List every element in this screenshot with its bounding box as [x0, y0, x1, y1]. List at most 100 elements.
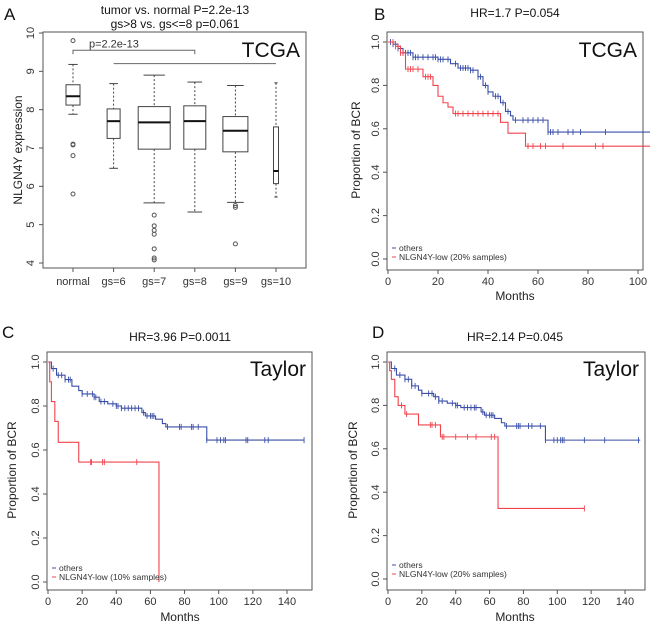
outlier-point — [232, 241, 238, 247]
y-tick-label: 6 — [25, 183, 37, 189]
cohort-label: TCGA — [579, 39, 637, 62]
x-tick-label: 80 — [517, 596, 529, 608]
y-tick-label: 0.2 — [370, 208, 382, 223]
x-tick-label: normal — [56, 276, 90, 288]
y-tick-label: 7 — [25, 145, 37, 151]
survival-curve — [388, 361, 585, 510]
chart-title: HR=2.14 P=0.045 — [467, 330, 563, 344]
y-tick-label: 0.6 — [370, 441, 382, 456]
series-low — [388, 39, 650, 150]
outlier-point — [151, 223, 157, 229]
y-tick-label: 1.0 — [370, 354, 382, 369]
y-tick-label: 4 — [25, 260, 37, 266]
significance-bracket — [72, 49, 196, 55]
legend-label: NLGN4Y-low (20% samples) — [399, 252, 507, 262]
y-axis-label: Proportion of BCR — [5, 421, 19, 519]
y-tick-label: 0.0 — [30, 574, 42, 589]
outlier-point — [151, 231, 157, 237]
x-tick-label: 0 — [385, 596, 391, 608]
x-tick-label: gs=6 — [102, 276, 126, 288]
y-tick-label: 0.4 — [370, 165, 382, 180]
box-gs=6 — [106, 83, 121, 169]
outlier-point — [70, 142, 76, 148]
x-tick-label: 60 — [144, 596, 156, 608]
legend-label: others — [399, 560, 423, 570]
outlier-point — [70, 153, 76, 159]
box — [273, 126, 279, 185]
x-tick-label: 0 — [385, 276, 391, 288]
y-tick-label: 0.0 — [370, 571, 382, 586]
outlier-point — [151, 255, 157, 261]
plot-frame — [46, 351, 313, 591]
y-tick-label: 0.8 — [370, 78, 382, 93]
panel-letter: C — [2, 323, 14, 342]
x-tick-label: 20 — [416, 596, 428, 608]
panel-letter: A — [4, 5, 16, 24]
x-tick-label: gs=10 — [261, 276, 291, 288]
outlier-point — [70, 191, 76, 197]
outlier-point — [232, 204, 238, 210]
box — [65, 84, 81, 106]
x-tick-label: gs=9 — [223, 276, 247, 288]
survival-curve — [388, 41, 650, 147]
x-tick-label: 120 — [244, 596, 262, 608]
cohort-label: Taylor — [250, 358, 306, 381]
x-tick-label: 80 — [178, 596, 190, 608]
outlier-point — [232, 203, 238, 208]
series-others — [388, 361, 641, 444]
box-gs=9 — [222, 85, 249, 247]
survival-curve — [48, 361, 160, 582]
series-low — [388, 361, 585, 512]
panel-d — [383, 351, 646, 594]
legend-label: NLGN4Y-low (20% samples) — [399, 569, 507, 579]
y-tick-label: 0.0 — [370, 251, 382, 266]
x-tick-label: 40 — [110, 596, 122, 608]
series-low — [48, 361, 160, 582]
y-tick-label: 1.0 — [30, 354, 42, 369]
y-axis-label: NLGN4Y expression — [11, 95, 25, 204]
x-tick-label: 100 — [548, 596, 566, 608]
x-tick-label: 60 — [532, 276, 544, 288]
y-tick-label: 0.8 — [370, 398, 382, 413]
x-axis-label: Months — [495, 610, 534, 624]
legend-label: others — [59, 563, 83, 573]
y-axis-label: Proportion of BCR — [349, 101, 363, 199]
outlier-point — [151, 257, 157, 263]
cohort-label: TCGA — [242, 39, 300, 62]
panel-b — [383, 31, 650, 274]
chart-title: HR=3.96 P=0.0011 — [129, 330, 231, 344]
chart-title: gs>8 vs. gs<=8 p=0.061 — [111, 17, 240, 31]
y-tick-label: 0.6 — [370, 121, 382, 136]
panel-letter: B — [374, 5, 385, 24]
bracket-p-value: p=2.2e-13 — [89, 38, 139, 50]
y-tick-label: 0.4 — [370, 485, 382, 500]
outlier-point — [151, 246, 157, 252]
box-gs=10 — [273, 82, 279, 198]
plot-frame — [386, 31, 644, 271]
x-tick-label: gs=8 — [183, 276, 207, 288]
y-tick-label: 1.0 — [370, 34, 382, 49]
panel-a — [39, 31, 307, 272]
panel-c — [43, 351, 313, 594]
x-tick-label: 120 — [582, 596, 600, 608]
chart-title: HR=1.7 P=0.054 — [470, 6, 560, 20]
box — [106, 108, 121, 139]
legend-label: others — [399, 243, 423, 253]
x-tick-label: 40 — [482, 276, 494, 288]
x-tick-label: 100 — [629, 276, 647, 288]
x-axis-label: Months — [160, 610, 199, 624]
x-tick-label: 20 — [76, 596, 88, 608]
cohort-label: Taylor — [583, 358, 639, 381]
x-tick-label: 140 — [278, 596, 296, 608]
box-normal — [65, 38, 81, 197]
y-tick-label: 0.2 — [30, 530, 42, 545]
series-others — [48, 361, 305, 444]
box-gs=7 — [137, 74, 171, 263]
x-axis-label: Months — [495, 289, 534, 303]
y-tick-label: 5 — [25, 222, 37, 228]
y-tick-label: 0.2 — [370, 528, 382, 543]
y-tick-label: 0.6 — [30, 442, 42, 457]
y-tick-label: 0.8 — [30, 398, 42, 413]
y-tick-label: 8 — [25, 107, 37, 113]
x-tick-label: 40 — [450, 596, 462, 608]
